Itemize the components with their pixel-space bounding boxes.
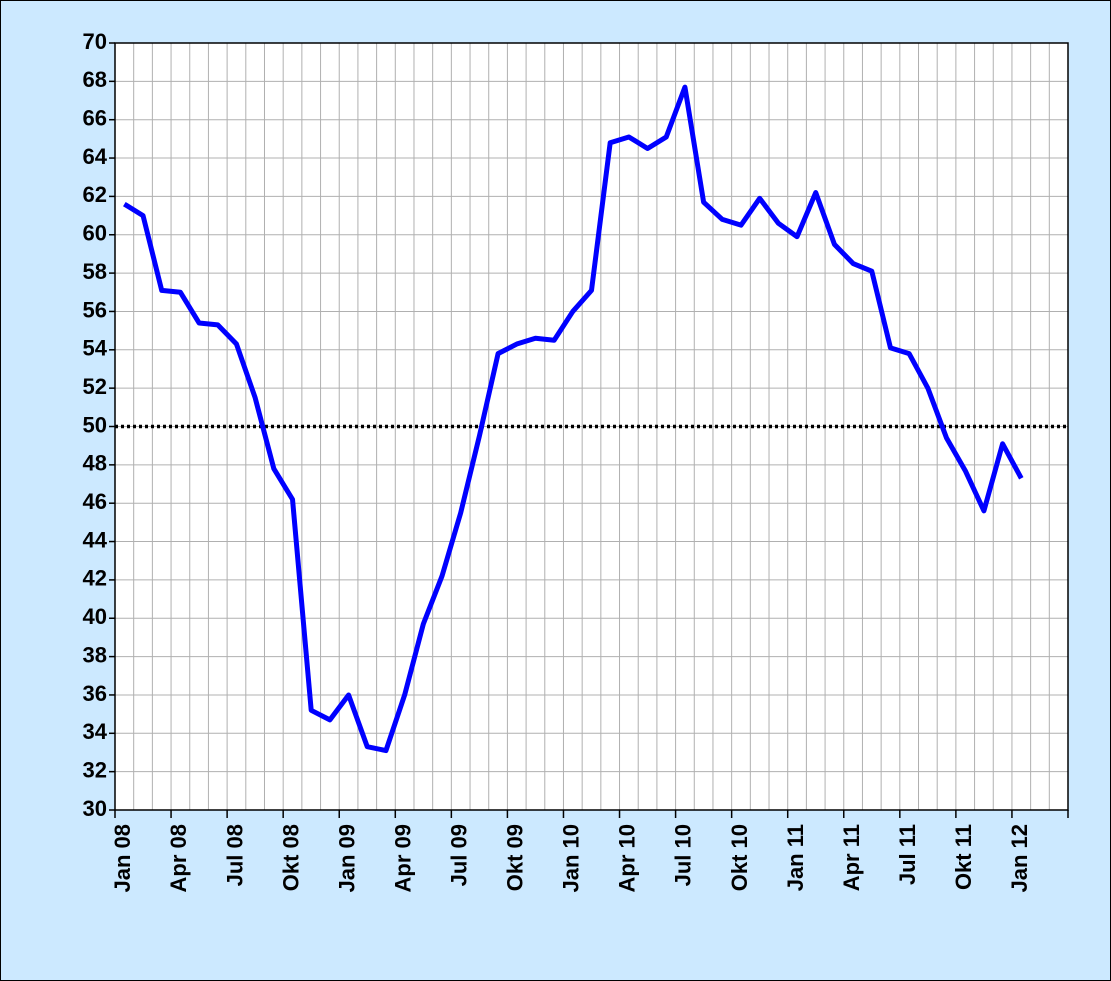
x-tick-label: Okt 10 bbox=[727, 824, 752, 891]
x-tick-label: Apr 11 bbox=[839, 824, 864, 891]
y-tick-label: 64 bbox=[83, 144, 108, 169]
y-tick-label: 40 bbox=[83, 604, 107, 629]
x-tick-label: Apr 10 bbox=[615, 824, 640, 892]
x-tick-label: Jan 08 bbox=[110, 824, 135, 893]
y-tick-label: 36 bbox=[83, 681, 107, 706]
x-tick-label: Jul 10 bbox=[671, 824, 696, 886]
y-tick-label: 46 bbox=[83, 489, 107, 514]
x-tick-label: Jul 08 bbox=[222, 824, 247, 886]
x-tick-label: Jan 09 bbox=[334, 824, 359, 893]
y-tick-label: 50 bbox=[83, 412, 107, 437]
x-tick-label: Jan 11 bbox=[783, 824, 808, 891]
y-tick-label: 44 bbox=[83, 527, 108, 552]
x-tick-label: Apr 08 bbox=[166, 824, 191, 892]
y-tick-label: 34 bbox=[83, 719, 108, 744]
y-tick-label: 56 bbox=[83, 297, 107, 322]
data-line bbox=[123, 84, 1024, 754]
x-tick-label: Okt 11 bbox=[951, 824, 976, 890]
y-tick-label: 58 bbox=[83, 259, 107, 284]
y-tick-label: 32 bbox=[83, 757, 107, 782]
y-tick-label: 70 bbox=[83, 29, 107, 54]
x-tick-label: Jan 12 bbox=[1007, 824, 1032, 893]
y-tick-label: 60 bbox=[83, 221, 107, 246]
y-tick-label: 54 bbox=[83, 336, 108, 361]
x-tick-label: Okt 09 bbox=[503, 824, 528, 891]
y-tick-label: 48 bbox=[83, 451, 107, 476]
y-tick-label: 52 bbox=[83, 374, 107, 399]
y-tick-label: 62 bbox=[83, 182, 107, 207]
y-tick-label: 68 bbox=[83, 67, 107, 92]
x-tick-label: Jul 11 bbox=[895, 824, 920, 885]
x-tick-label: Jul 09 bbox=[447, 824, 472, 886]
x-tick-label: Jan 10 bbox=[559, 824, 584, 893]
y-tick-label: 42 bbox=[83, 566, 107, 591]
y-tick-label: 30 bbox=[83, 796, 107, 821]
x-tick-label: Apr 09 bbox=[390, 824, 415, 892]
y-tick-label: 66 bbox=[83, 106, 107, 131]
x-tick-label: Okt 08 bbox=[278, 824, 303, 891]
y-tick-label: 38 bbox=[83, 642, 107, 667]
